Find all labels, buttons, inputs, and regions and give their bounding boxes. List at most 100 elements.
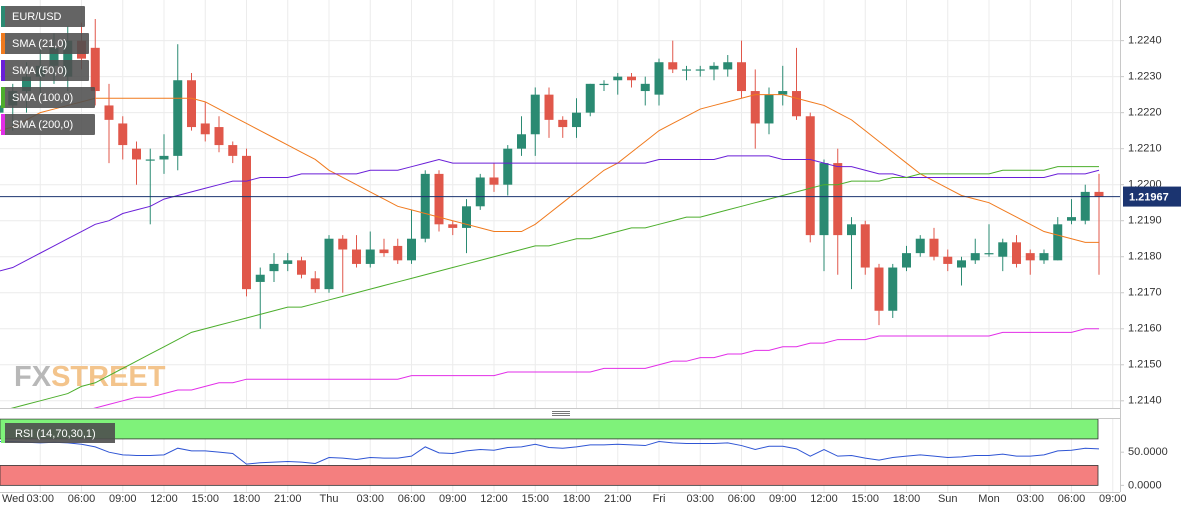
candle-body [957,260,966,268]
sma-line [10,166,1099,408]
candle-body [1012,242,1021,264]
legend-box[interactable] [1,114,95,135]
candle-body [462,206,471,228]
x-tick-label: 15:00 [851,493,879,505]
legend-box[interactable] [1,33,89,54]
legend-box[interactable] [1,60,89,81]
legend-label: SMA (200,0) [12,119,73,131]
candle-body [214,127,224,146]
candle-body [0,105,4,113]
candle-body [242,155,251,290]
x-tick-label: 06:00 [728,493,756,505]
candle-body [1094,191,1104,197]
legend-box[interactable] [1,87,95,108]
x-tick-label: Mon [978,493,999,505]
candle-body [792,91,801,117]
legend-box[interactable] [1,423,115,443]
candle-body [1067,217,1076,221]
watermark: FXSTREET [14,361,166,393]
candle-body [558,119,568,128]
candle-body [750,91,760,124]
x-tick-label: 12:00 [150,493,178,505]
legend-label: SMA (21,0) [12,38,67,50]
y-tick-label: 1.2240 [1128,35,1162,47]
candle-body [572,112,581,128]
candle-body [998,242,1008,257]
candle-body [420,173,430,239]
legend-swatch [1,87,5,108]
candle-body [929,238,939,257]
legend-label: RSI (14,70,30,1) [15,428,96,440]
candle-body [860,224,870,268]
candle-body [173,80,183,156]
y-tick-label: 1.2210 [1128,143,1162,155]
legend-label: SMA (100,0) [12,92,73,104]
candle-body [530,94,540,135]
x-tick-label: Sun [938,493,958,505]
x-tick-label: 12:00 [810,493,838,505]
overlay-lines [0,94,1120,408]
candles [0,19,1104,329]
x-tick-label: 12:00 [480,493,508,505]
candle-body [324,238,334,290]
x-tick-label: 06:00 [398,493,426,505]
candle-body [888,267,898,311]
x-tick-label: 06:00 [68,493,96,505]
candle-body [434,173,444,225]
x-tick-label: 09:00 [769,493,797,505]
candle-body [668,62,678,70]
candle-body [22,76,31,92]
candle-body [187,80,196,128]
y-tick-label: 1.2140 [1128,395,1162,407]
candle-body [475,177,485,207]
candle-body [613,76,623,81]
candle-body [805,116,815,236]
candle-body [407,238,416,261]
x-tick-label: 15:00 [191,493,219,505]
candle-body [737,62,746,92]
x-tick-label: 18:00 [233,493,261,505]
y-tick-label: 0.0000 [1128,479,1162,491]
candle-body [984,253,994,255]
y-tick-label: 1.2220 [1128,107,1162,119]
y-tick-label: 1.2230 [1128,71,1162,83]
y-tick-label: 1.2160 [1128,323,1162,335]
y-tick-label: 1.2170 [1128,287,1162,299]
candle-body [902,253,911,268]
legend-label: EUR/USD [12,11,62,23]
candle-body [352,249,361,264]
candle-body [695,69,705,71]
axis-labels: Wed 03:00 06:00 09:00 12:00 15:00 18:00 21:00 Th… [2,35,1181,505]
candle-body [517,134,526,149]
x-tick-label: 03:00 [356,493,384,505]
x-tick-label: 03:00 [1016,493,1044,505]
candle-body [118,123,128,146]
candle-body [943,256,953,264]
candle-body [1039,253,1049,261]
candle-body [654,62,664,95]
oversold-zone [0,465,1099,486]
legend-swatch [1,114,5,135]
candle-body [49,47,59,66]
candle-body [255,274,265,282]
legend-swatch [1,60,5,81]
candle-body [448,224,458,228]
candle-body [627,76,636,81]
x-tick-label: 09:00 [109,493,137,505]
x-tick-label: 18:00 [563,493,591,505]
candle-body [1080,191,1090,221]
candle-body [63,40,73,77]
candle-body [104,105,114,120]
candle-body [269,263,279,272]
candle-body [379,249,389,254]
candle-body [393,245,403,261]
candle-body [1025,253,1035,261]
y-tick-label: 1.2190 [1128,215,1162,227]
legend-box[interactable] [1,6,85,27]
y-tick-label: 1.2180 [1128,251,1162,263]
candle-body [874,267,884,311]
x-tick-label: 21:00 [604,493,632,505]
x-tick-label: 06:00 [1058,493,1086,505]
